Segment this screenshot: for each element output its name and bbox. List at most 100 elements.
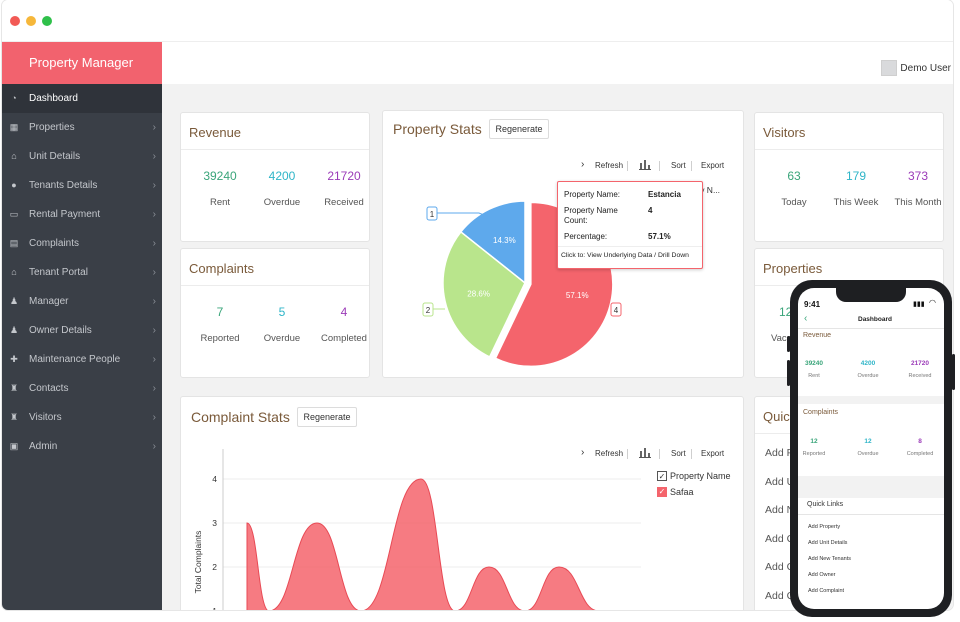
minimize-window-button[interactable]: [26, 16, 36, 26]
complaints-stat-value: 7: [185, 305, 255, 319]
sidebar-item-contacts[interactable]: ♜ Contacts ›: [2, 374, 162, 403]
sidebar-item-unit-details[interactable]: ⌂ Unit Details ›: [2, 142, 162, 171]
phone-screen: 9:41 ▮▮▮ ◠ ‹ Dashboard Revenue 39240 Rent…: [798, 288, 944, 609]
sidebar-item-tenants-details[interactable]: ● Tenants Details ›: [2, 171, 162, 200]
tooltip-name-value: Estancia: [648, 190, 681, 199]
pie-callout-label: 2: [426, 306, 431, 315]
complaints-card: Complaints 7 Reported 5 Overdue 4 Completed: [180, 248, 370, 378]
complaint-area-chart[interactable]: 1 2 3 4 Total Complaints: [181, 397, 651, 610]
sidebar-item-label: Contacts: [29, 383, 68, 394]
properties-title: Properties: [763, 261, 822, 276]
revenue-card: Revenue 39240 Rent 4200 Overdue 21720 Receive…: [180, 112, 370, 242]
legend-title: Property Name: [670, 471, 731, 481]
sidebar-item-owner-details[interactable]: ♟ Owner Details ›: [2, 316, 162, 345]
area-series-safaa[interactable]: [247, 479, 599, 610]
sidebar-item-manager[interactable]: ♟ Manager ›: [2, 287, 162, 316]
dashboard-icon: ◔: [8, 84, 20, 113]
pie-callout-label: 4: [614, 306, 619, 315]
visitors-stat-label: This Month: [883, 197, 944, 208]
maximize-window-button[interactable]: [42, 16, 52, 26]
phone-back-icon[interactable]: ‹: [804, 313, 807, 324]
phone-complaints-label: Overdue: [850, 451, 886, 457]
lock-icon: ▣: [8, 432, 20, 461]
pie-callout-label: 1: [430, 210, 435, 219]
complaint-stats-sort-button[interactable]: Sort: [671, 449, 686, 458]
sidebar-item-label: Properties: [29, 122, 75, 133]
wifi-icon: ◠: [929, 298, 936, 307]
phone-quick-link[interactable]: Add Unit Details: [808, 540, 847, 546]
chevron-right-icon: ›: [153, 345, 156, 374]
chevron-right-icon: ›: [153, 287, 156, 316]
chevron-right-icon: ›: [153, 142, 156, 171]
sidebar-item-label: Admin: [29, 441, 57, 452]
complaint-stats-card: Complaint Stats Regenerate › Refresh Sor…: [180, 396, 744, 610]
y-tick-label: 1: [212, 606, 217, 610]
phone-quick-link[interactable]: Add New Tenants: [808, 556, 851, 562]
revenue-stat-label: Rent: [185, 197, 255, 208]
phone-quick-link[interactable]: Add Complaint: [808, 588, 844, 594]
phone-quick-link[interactable]: Add Property: [808, 524, 840, 530]
phone-mockup: 9:41 ▮▮▮ ◠ ‹ Dashboard Revenue 39240 Rent…: [790, 280, 952, 617]
add-user-icon: ✚: [8, 345, 20, 374]
complaints-stat-value: 5: [247, 305, 317, 319]
close-window-button[interactable]: [10, 16, 20, 26]
title-bar: [2, 0, 953, 42]
sidebar-item-label: Rental Payment: [29, 209, 100, 220]
phone-time: 9:41: [804, 300, 820, 309]
chevron-right-icon: ›: [153, 403, 156, 432]
chevron-right-icon: ›: [153, 374, 156, 403]
legend-series-label: Safaa: [670, 487, 694, 497]
sidebar-item-properties[interactable]: ▦ Properties ›: [2, 113, 162, 142]
sidebar-item-maintenance-people[interactable]: ✚ Maintenance People ›: [2, 345, 162, 374]
phone-quick-title: Quick Links: [807, 501, 843, 508]
complaints-stat-label: Reported: [185, 333, 255, 344]
phone-complaints-value: 8: [906, 438, 934, 445]
sidebar-item-label: Manager: [29, 296, 68, 307]
phone-revenue-value: 21720: [906, 360, 934, 367]
top-bar: Demo User: [162, 42, 953, 84]
complaints-stat-value: 4: [309, 305, 370, 319]
revenue-title: Revenue: [189, 125, 241, 140]
sidebar-item-label: Tenant Portal: [29, 267, 88, 278]
complaint-stats-export-button[interactable]: Export: [701, 449, 724, 458]
sidebar-item-admin[interactable]: ▣ Admin ›: [2, 432, 162, 461]
sidebar-item-label: Maintenance People: [29, 354, 120, 365]
visitors-stat-label: This Week: [821, 197, 891, 208]
tooltip-pct-value: 57.1%: [648, 232, 671, 241]
chevron-right-icon: ›: [153, 258, 156, 287]
card-icon: ▭: [8, 200, 20, 229]
revenue-stat-value: 21720: [309, 169, 370, 183]
phone-revenue-label: Overdue: [850, 373, 886, 379]
revenue-stat-value: 39240: [185, 169, 255, 183]
phone-revenue-title: Revenue: [803, 332, 831, 339]
legend-title-checkbox[interactable]: ✓: [657, 471, 667, 481]
tooltip-pct-label: Percentage:: [564, 232, 607, 241]
tooltip-count-value: 4: [648, 206, 652, 215]
phone-revenue-value: 39240: [800, 360, 828, 367]
y-tick-label: 3: [212, 518, 217, 528]
avatar[interactable]: [881, 60, 897, 76]
person-icon: ♟: [8, 287, 20, 316]
group-icon: ♜: [8, 403, 20, 432]
complaints-stat-label: Overdue: [247, 333, 317, 344]
sidebar-item-visitors[interactable]: ♜ Visitors ›: [2, 403, 162, 432]
signal-icon: ▮▮▮: [913, 300, 925, 308]
tooltip-footer[interactable]: Click to: View Underlying Data / Drill D…: [561, 252, 689, 259]
sidebar-item-rental-payment[interactable]: ▭ Rental Payment ›: [2, 200, 162, 229]
user-name[interactable]: Demo User: [900, 63, 951, 74]
sidebar-item-tenant-portal[interactable]: ⌂ Tenant Portal ›: [2, 258, 162, 287]
phone-quick-link[interactable]: Add Owner: [808, 572, 836, 578]
tooltip-count-label: Property Name Count:: [564, 206, 640, 226]
sidebar-item-label: Complaints: [29, 238, 79, 249]
revenue-stat-label: Overdue: [247, 197, 317, 208]
person-icon: ♟: [8, 316, 20, 345]
sidebar-item-label: Owner Details: [29, 325, 92, 336]
user-icon: ●: [8, 171, 20, 200]
sidebar-item-dashboard[interactable]: ◔ Dashboard: [2, 84, 162, 113]
visitors-stat-value: 373: [883, 169, 944, 183]
sidebar-item-label: Tenants Details: [29, 180, 97, 191]
revenue-stat-value: 4200: [247, 169, 317, 183]
legend-series-checkbox[interactable]: ✓: [657, 487, 667, 497]
sidebar-item-complaints[interactable]: ▤ Complaints ›: [2, 229, 162, 258]
group-icon: ♜: [8, 374, 20, 403]
